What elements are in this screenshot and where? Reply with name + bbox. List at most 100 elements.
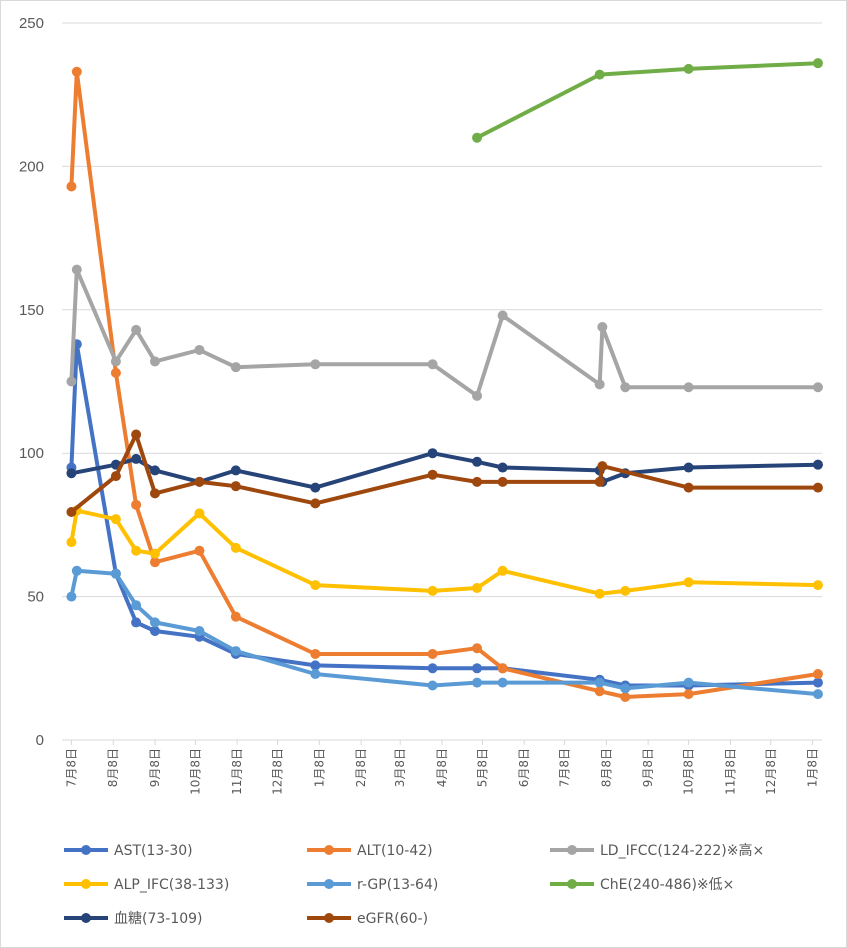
x-tick-label: 11月8日 bbox=[723, 748, 737, 795]
data-point bbox=[620, 691, 631, 702]
data-point bbox=[620, 585, 631, 596]
data-point bbox=[149, 356, 160, 367]
data-point bbox=[131, 453, 142, 464]
data-point bbox=[472, 663, 483, 674]
data-point bbox=[66, 376, 77, 387]
data-point bbox=[310, 482, 321, 493]
data-point bbox=[110, 367, 121, 378]
data-point bbox=[66, 506, 77, 517]
legend-swatch-marker bbox=[324, 879, 334, 889]
data-point bbox=[230, 465, 241, 476]
x-tick-label: 5月8日 bbox=[475, 748, 489, 787]
data-point bbox=[594, 69, 605, 80]
legend-label: eGFR(60-) bbox=[357, 911, 428, 927]
x-axis-ticks: 7月8日 8月8日 9月8日 10月8日 11月8日 12月8日 1月8日 2月8日 3月8日 4… bbox=[62, 739, 822, 795]
data-point bbox=[310, 660, 321, 671]
data-point bbox=[110, 356, 121, 367]
legend-swatch-marker bbox=[324, 913, 334, 923]
y-tick-label: 50 bbox=[27, 589, 44, 606]
y-tick-label: 100 bbox=[19, 445, 44, 462]
data-point bbox=[310, 359, 321, 370]
data-point bbox=[683, 689, 694, 700]
data-point bbox=[427, 469, 438, 480]
data-point bbox=[497, 476, 508, 487]
data-point bbox=[594, 379, 605, 390]
data-point bbox=[194, 626, 205, 637]
data-point bbox=[310, 648, 321, 659]
x-tick-label: 7月8日 bbox=[64, 748, 78, 787]
data-point bbox=[597, 322, 608, 333]
series-7 bbox=[66, 429, 823, 517]
data-point bbox=[594, 686, 605, 697]
data-point bbox=[230, 611, 241, 622]
series-line bbox=[69, 267, 820, 398]
data-point bbox=[110, 471, 121, 482]
data-point bbox=[620, 683, 631, 694]
series-4 bbox=[66, 565, 823, 700]
data-point bbox=[131, 499, 142, 510]
data-point bbox=[594, 588, 605, 599]
data-point bbox=[497, 565, 508, 576]
data-point bbox=[149, 617, 160, 628]
legend-swatch-marker bbox=[567, 879, 577, 889]
legend-label: r-GP(13-64) bbox=[357, 877, 438, 893]
data-point bbox=[427, 663, 438, 674]
data-point bbox=[110, 514, 121, 525]
x-tick-label: 12月8日 bbox=[271, 748, 285, 795]
data-point bbox=[149, 488, 160, 499]
legend-item: r-GP(13-64) bbox=[307, 877, 438, 893]
legend-label: ALP_IFC(38-133) bbox=[114, 877, 229, 893]
legend: AST(13-30) ALT(10-42) LD_IFCC(124-222)※高× A… bbox=[64, 842, 764, 927]
x-tick-label: 2月8日 bbox=[354, 748, 368, 787]
data-point bbox=[230, 542, 241, 553]
data-point bbox=[497, 663, 508, 674]
x-tick-label: 8月8日 bbox=[106, 748, 120, 787]
data-point bbox=[131, 545, 142, 556]
data-point bbox=[310, 580, 321, 591]
x-tick-label: 3月8日 bbox=[393, 748, 407, 787]
data-point bbox=[683, 577, 694, 588]
legend-swatch-marker bbox=[81, 879, 91, 889]
data-point bbox=[597, 461, 608, 472]
data-point bbox=[472, 390, 483, 401]
data-point bbox=[427, 585, 438, 596]
data-point bbox=[812, 482, 823, 493]
data-point bbox=[620, 382, 631, 393]
data-point bbox=[812, 382, 823, 393]
x-tick-label: 4月8日 bbox=[435, 748, 449, 787]
data-point bbox=[683, 462, 694, 473]
y-axis-ticks: 0 50 100 150 200 250 bbox=[19, 15, 44, 749]
data-point bbox=[497, 462, 508, 473]
y-tick-label: 200 bbox=[19, 158, 44, 175]
data-point bbox=[594, 677, 605, 688]
legend-item: ALT(10-42) bbox=[307, 843, 433, 859]
data-point bbox=[812, 677, 823, 688]
data-point bbox=[812, 669, 823, 680]
data-point bbox=[66, 591, 77, 602]
legend-item: ChE(240-486)※低× bbox=[550, 877, 734, 893]
legend-swatch-marker bbox=[81, 913, 91, 923]
data-point bbox=[131, 429, 142, 440]
x-tick-label: 7月8日 bbox=[558, 748, 572, 787]
series-lines bbox=[66, 58, 823, 702]
data-point bbox=[149, 626, 160, 637]
y-tick-label: 150 bbox=[19, 302, 44, 319]
x-tick-label: 9月8日 bbox=[641, 748, 655, 787]
data-point bbox=[131, 617, 142, 628]
data-point bbox=[427, 648, 438, 659]
data-point bbox=[812, 689, 823, 700]
data-point bbox=[194, 344, 205, 355]
x-tick-label: 10月8日 bbox=[188, 748, 202, 795]
y-tick-label: 0 bbox=[36, 732, 44, 749]
legend-item: LD_IFCC(124-222)※高× bbox=[550, 842, 764, 859]
series-5 bbox=[472, 58, 823, 143]
data-point bbox=[812, 58, 823, 69]
data-point bbox=[149, 548, 160, 559]
data-point bbox=[497, 310, 508, 321]
data-point bbox=[131, 324, 142, 335]
series-line bbox=[475, 61, 820, 140]
data-point bbox=[66, 537, 77, 548]
data-point bbox=[427, 448, 438, 459]
x-tick-label: 12月8日 bbox=[764, 748, 778, 795]
